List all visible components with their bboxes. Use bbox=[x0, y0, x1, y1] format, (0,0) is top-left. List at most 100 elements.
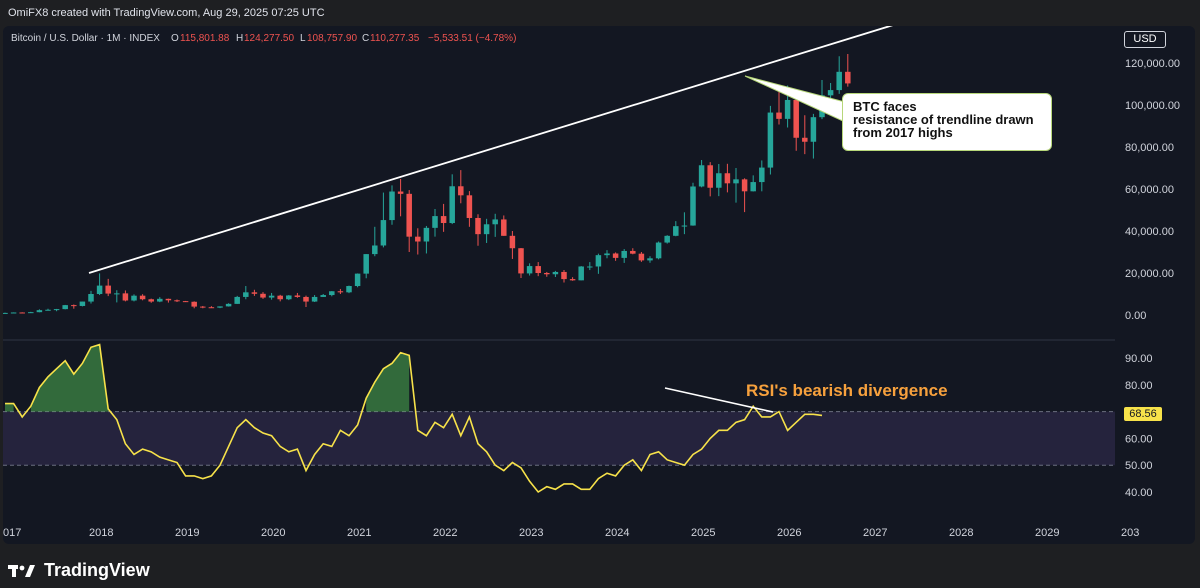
candle-body bbox=[148, 299, 154, 302]
time-tick-label: 2022 bbox=[433, 527, 457, 539]
candle-body bbox=[191, 301, 197, 307]
footer bbox=[0, 544, 1200, 588]
legend-close-label: C bbox=[362, 33, 369, 44]
price-tick-label: 20,000.00 bbox=[1125, 268, 1174, 280]
legend-high-label: H bbox=[236, 33, 243, 44]
rsi-value-tag: 68.56 bbox=[1124, 407, 1162, 421]
candle-body bbox=[569, 279, 576, 281]
candle-body bbox=[182, 301, 189, 303]
price-tick-label: 0.00 bbox=[1125, 310, 1146, 322]
time-axis: 017 2018 2019 2020 2021 2022 2023 2024 2025 2026 2… bbox=[3, 527, 1139, 539]
candle-body bbox=[96, 285, 103, 294]
legend-low-label: L bbox=[300, 33, 306, 44]
price-tick-label: 80,000.00 bbox=[1125, 142, 1174, 154]
candle-body bbox=[337, 291, 344, 293]
candle-body bbox=[277, 295, 283, 300]
candle-body bbox=[707, 165, 713, 188]
candle-body bbox=[518, 248, 524, 274]
candle-body bbox=[604, 253, 610, 256]
candle-body bbox=[139, 295, 146, 300]
candle-body bbox=[544, 273, 550, 275]
candle-body bbox=[311, 296, 318, 302]
candle-body bbox=[501, 219, 507, 236]
rsi-overbought-area bbox=[30, 344, 109, 412]
candle-body bbox=[329, 291, 335, 296]
time-tick-label: 2027 bbox=[863, 527, 887, 539]
rsi-line bbox=[5, 343, 823, 494]
time-tick-label: 2029 bbox=[1035, 527, 1059, 539]
tradingview-logo: TradingView bbox=[8, 560, 150, 581]
legend-symbol: Bitcoin / U.S. Dollar · 1M · INDEX bbox=[11, 33, 160, 44]
candles bbox=[3, 54, 851, 314]
legend-close: 110,277.35 bbox=[370, 33, 420, 44]
candle-body bbox=[776, 112, 782, 119]
candle-body bbox=[157, 298, 163, 302]
candle-body bbox=[45, 309, 51, 311]
candle-body bbox=[561, 271, 567, 280]
candle-body bbox=[630, 250, 636, 254]
candle-body bbox=[225, 303, 232, 307]
candle-body bbox=[492, 219, 498, 225]
candle-body bbox=[595, 255, 602, 267]
candle-body bbox=[802, 137, 808, 142]
candle-body bbox=[53, 309, 60, 311]
candle-body bbox=[535, 266, 541, 273]
time-tick-label: 2018 bbox=[89, 527, 113, 539]
rsi-divergence-label: RSI's bearish divergence bbox=[746, 381, 948, 400]
rsi-tick-label: 60.00 bbox=[1125, 433, 1153, 445]
candle-body bbox=[578, 266, 584, 281]
candle-body bbox=[664, 235, 670, 243]
candle-body bbox=[423, 227, 430, 242]
candle-body bbox=[458, 186, 464, 196]
time-tick-label: 2028 bbox=[949, 527, 973, 539]
candle-body bbox=[286, 295, 292, 300]
candle-body bbox=[243, 292, 249, 297]
candle-body bbox=[647, 258, 653, 261]
trendline-callout[interactable]: BTC faces resistance of trendline drawn fr… bbox=[842, 93, 1052, 151]
currency-tag[interactable]: USD bbox=[1124, 31, 1166, 48]
candle-body bbox=[810, 117, 817, 142]
candle-body bbox=[217, 306, 223, 308]
candle-body bbox=[114, 293, 120, 295]
candle-body bbox=[483, 224, 490, 235]
candle-body bbox=[10, 312, 17, 314]
time-tick-label: 017 bbox=[3, 527, 21, 539]
rsi-tick-label: 40.00 bbox=[1125, 487, 1153, 499]
brand-name: TradingView bbox=[44, 560, 150, 580]
candle-body bbox=[260, 293, 266, 298]
rsi-overbought-area bbox=[366, 352, 410, 412]
candle-body bbox=[415, 236, 421, 242]
chart-canvas[interactable]: Bitcoin / U.S. Dollar · 1M · INDEX O 115… bbox=[3, 26, 1195, 544]
candle-body bbox=[681, 225, 688, 227]
price-tick-label: 60,000.00 bbox=[1125, 184, 1174, 196]
candle-body bbox=[200, 306, 206, 308]
rsi-overbought-fill bbox=[5, 344, 410, 412]
time-tick-label: 2021 bbox=[347, 527, 371, 539]
candle-body bbox=[440, 216, 447, 224]
candle-body bbox=[612, 253, 619, 258]
candle-body bbox=[165, 298, 172, 301]
legend-change: −5,533.51 (−4.78%) bbox=[428, 33, 516, 44]
candle-body bbox=[466, 195, 473, 218]
candle-body bbox=[3, 312, 8, 314]
price-tick-label: 100,000.00 bbox=[1125, 100, 1180, 112]
rsi-divergence-line[interactable] bbox=[664, 387, 774, 413]
candle-body bbox=[19, 312, 25, 314]
price-axis: 120,000.00 100,000.00 80,000.00 60,000.00 40… bbox=[1125, 58, 1180, 322]
rsi-band bbox=[3, 411, 1115, 466]
candle-body bbox=[380, 220, 387, 246]
candle-body bbox=[389, 191, 395, 221]
candle-body bbox=[673, 226, 679, 236]
candle-body bbox=[621, 250, 627, 258]
credit-text: OmiFX8 created with TradingView.com, Aug… bbox=[8, 7, 325, 19]
candle-body bbox=[793, 99, 799, 138]
candle-body bbox=[767, 112, 774, 168]
resistance-trendline[interactable] bbox=[88, 26, 903, 274]
rsi-tick-label: 80.00 bbox=[1125, 380, 1153, 392]
candle-body bbox=[208, 307, 215, 309]
candle-body bbox=[251, 292, 258, 294]
candle-body bbox=[552, 271, 559, 275]
candle-body bbox=[750, 182, 756, 192]
candle-body bbox=[845, 71, 851, 84]
credit-bar: OmiFX8 created with TradingView.com, Aug… bbox=[0, 0, 1200, 26]
